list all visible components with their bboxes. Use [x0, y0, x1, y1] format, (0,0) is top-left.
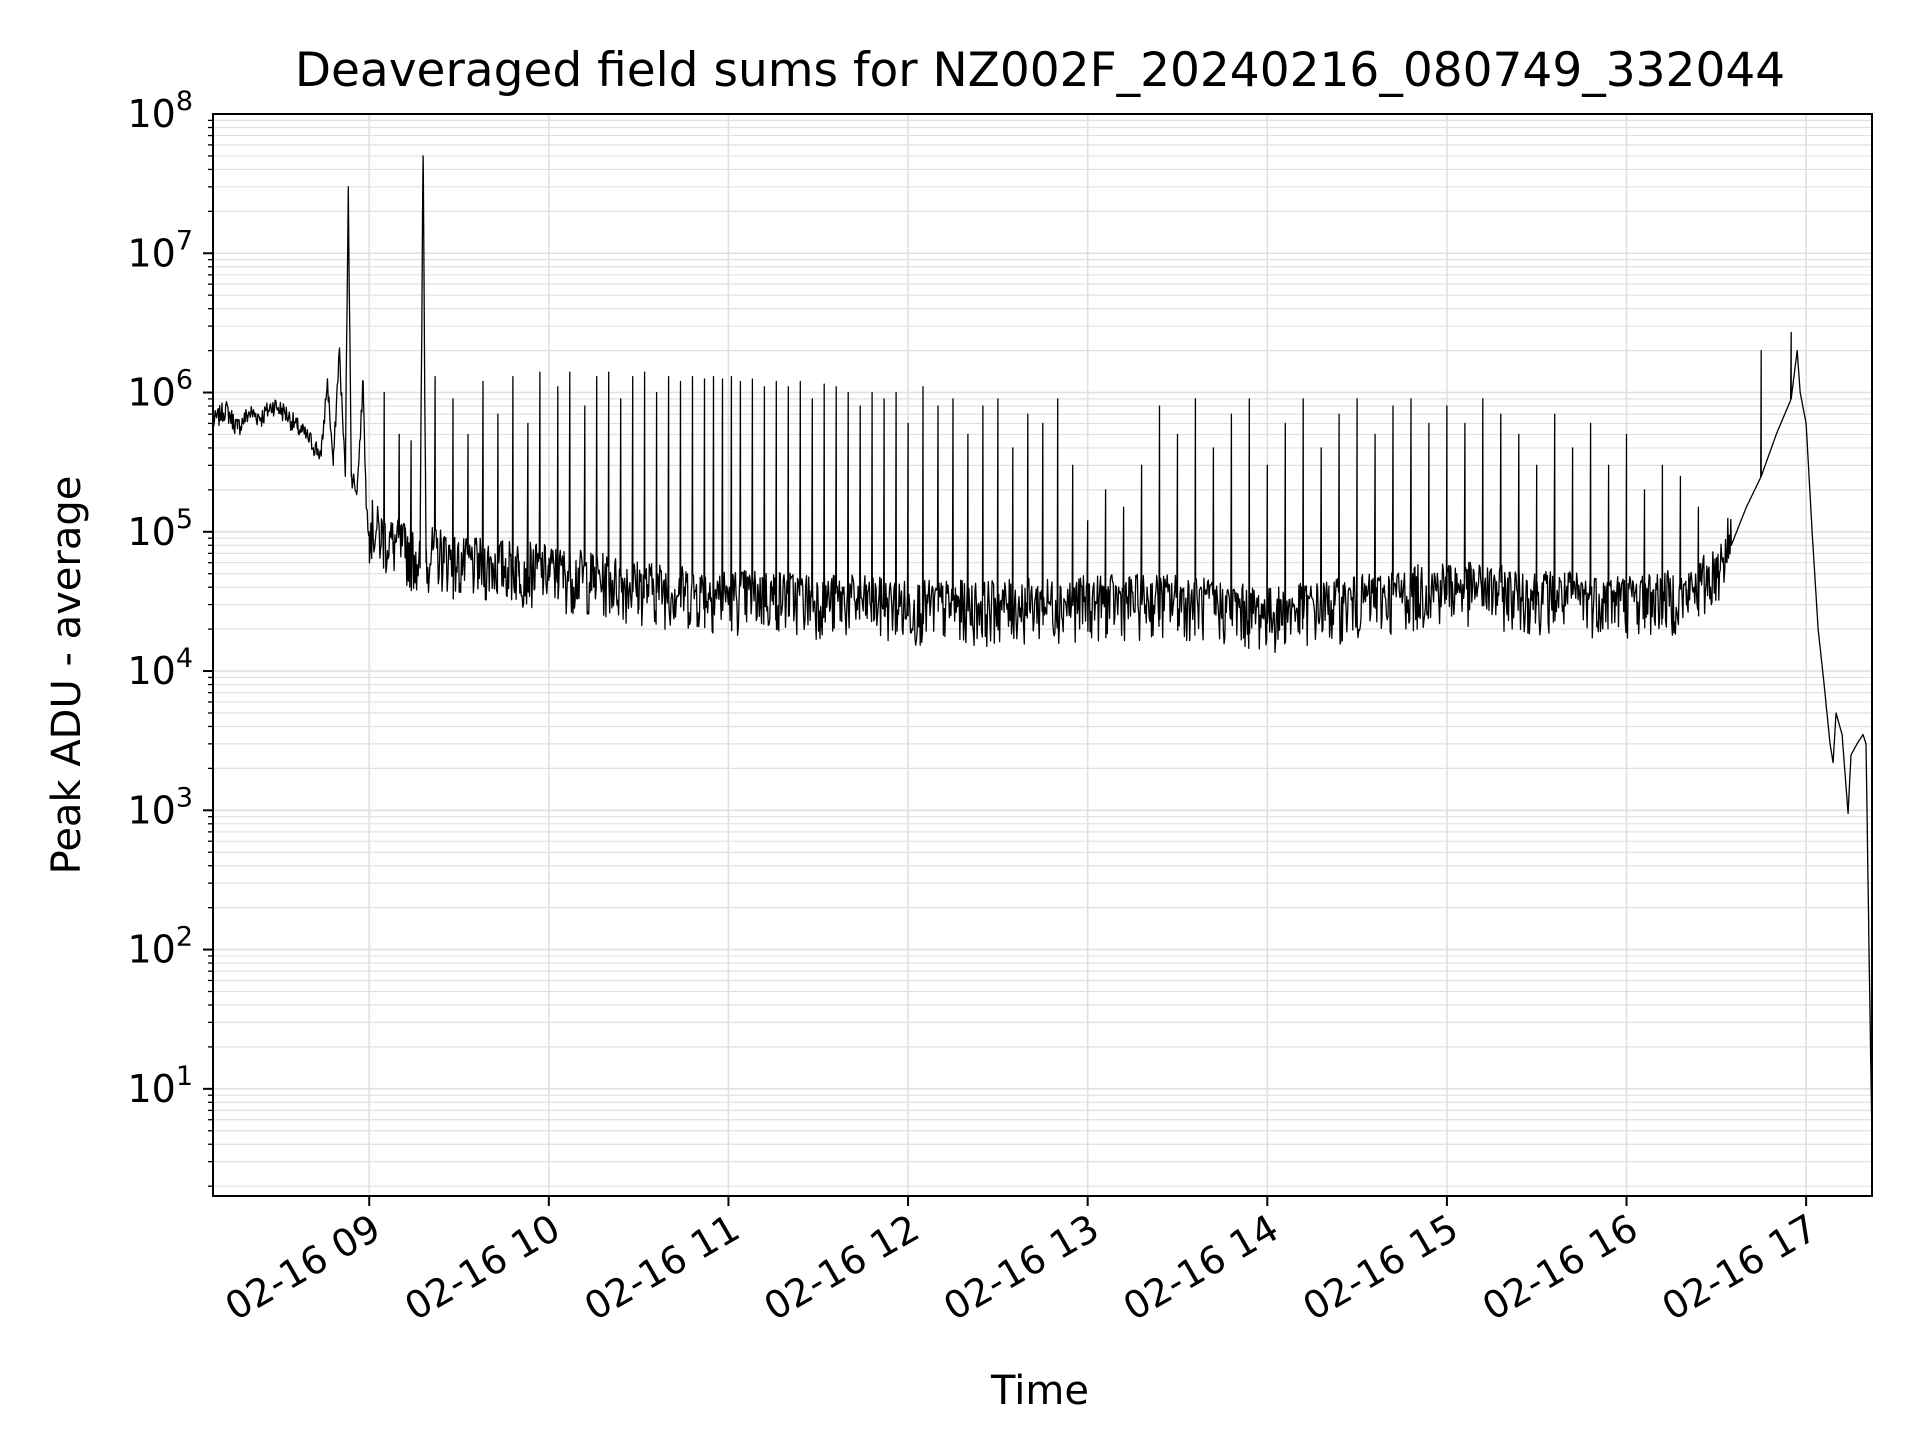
data-series	[212, 155, 1873, 1145]
y-tick-base: 10	[127, 649, 175, 693]
y-tick-exponent: 2	[176, 922, 193, 953]
y-tick-exponent: 3	[176, 782, 193, 813]
y-tick-label: 102	[127, 922, 193, 972]
y-tick-base: 10	[127, 510, 175, 554]
y-tick-exponent: 8	[176, 86, 193, 117]
y-tick-exponent: 5	[176, 504, 193, 535]
series-line	[212, 155, 1873, 1145]
y-tick-exponent: 1	[176, 1061, 193, 1092]
y-tick-label: 104	[127, 643, 193, 693]
plot-frame	[212, 113, 1873, 1197]
y-tick-base: 10	[127, 928, 175, 972]
y-tick-label: 105	[127, 504, 193, 554]
y-tick-base: 10	[127, 92, 175, 136]
y-tick-label: 103	[127, 782, 193, 832]
y-tick-exponent: 6	[176, 365, 193, 396]
y-tick-base: 10	[127, 231, 175, 275]
y-tick-base: 10	[127, 1067, 175, 1111]
y-tick-label: 107	[127, 225, 193, 275]
y-tick-base: 10	[127, 371, 175, 415]
grid-lines	[213, 114, 1872, 1196]
y-tick-exponent: 7	[176, 225, 193, 256]
y-tick-label: 101	[127, 1061, 193, 1111]
y-tick-label: 108	[127, 86, 193, 136]
y-tick-label: 106	[127, 365, 193, 415]
chart-title: Deaveraged field sums for NZ002F_2024021…	[295, 43, 1785, 98]
y-tick-exponent: 4	[176, 643, 193, 674]
x-axis-label: Time	[990, 1368, 1089, 1414]
y-tick-base: 10	[127, 788, 175, 832]
y-axis-label: Peak ADU - average	[44, 476, 90, 875]
